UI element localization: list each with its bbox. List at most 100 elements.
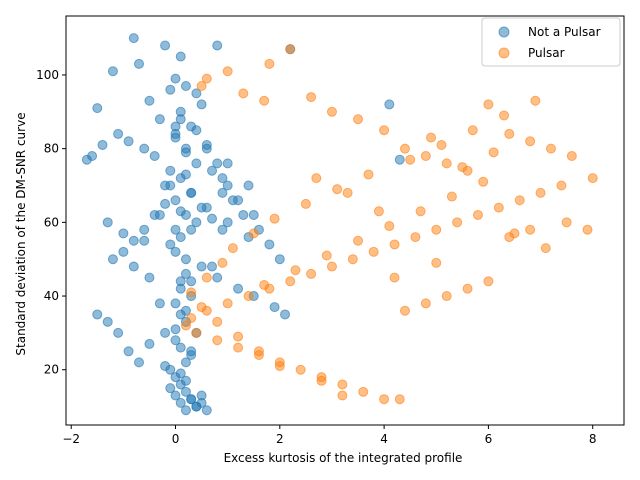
- point-pulsar: [530, 95, 541, 106]
- point-not-a-pulsar: [154, 298, 165, 309]
- point-pulsar: [462, 283, 473, 294]
- point-pulsar: [243, 291, 254, 302]
- point-not-a-pulsar: [118, 228, 129, 239]
- point-not-a-pulsar: [107, 254, 118, 265]
- point-pulsar: [337, 390, 348, 401]
- point-not-a-pulsar: [222, 158, 233, 169]
- point-not-a-pulsar: [170, 132, 181, 143]
- point-pulsar: [525, 224, 536, 235]
- point-not-a-pulsar: [180, 254, 191, 265]
- point-not-a-pulsar: [212, 40, 223, 51]
- point-pulsar: [483, 99, 494, 110]
- point-pulsar: [222, 298, 233, 309]
- point-pulsar: [379, 125, 390, 136]
- point-not-a-pulsar: [128, 33, 139, 44]
- y-tick-label: 40: [44, 289, 59, 303]
- point-not-a-pulsar: [186, 187, 197, 198]
- point-pulsar: [394, 394, 405, 405]
- point-pulsar: [300, 198, 311, 209]
- point-not-a-pulsar: [160, 40, 171, 51]
- point-not-a-pulsar: [222, 180, 233, 191]
- point-pulsar: [535, 187, 546, 198]
- y-tick-label: 20: [44, 363, 59, 377]
- point-pulsar: [488, 147, 499, 158]
- x-tick-label: 8: [589, 432, 597, 446]
- point-not-a-pulsar: [144, 95, 155, 106]
- point-not-a-pulsar: [170, 73, 181, 84]
- point-pulsar: [525, 136, 536, 147]
- point-pulsar: [499, 110, 510, 121]
- point-not-a-pulsar: [384, 99, 395, 110]
- legend: Not a Pulsar Pulsar: [481, 17, 621, 67]
- point-not-a-pulsar: [196, 202, 207, 213]
- point-not-a-pulsar: [144, 272, 155, 283]
- point-pulsar: [358, 386, 369, 397]
- point-pulsar: [452, 217, 463, 228]
- point-pulsar: [545, 143, 556, 154]
- point-not-a-pulsar: [123, 136, 134, 147]
- point-not-a-pulsar: [180, 405, 191, 416]
- point-not-a-pulsar: [217, 173, 228, 184]
- point-not-a-pulsar: [170, 298, 181, 309]
- point-pulsar: [233, 342, 244, 353]
- point-pulsar: [191, 327, 202, 338]
- point-pulsar: [441, 158, 452, 169]
- point-pulsar: [264, 58, 275, 69]
- point-pulsar: [415, 206, 426, 217]
- legend-marker-not-pulsar: [498, 26, 510, 38]
- point-not-a-pulsar: [134, 357, 145, 368]
- point-not-a-pulsar: [207, 165, 218, 176]
- point-not-a-pulsar: [186, 394, 197, 405]
- point-not-a-pulsar: [92, 309, 103, 320]
- point-not-a-pulsar: [233, 195, 244, 206]
- point-not-a-pulsar: [394, 154, 405, 165]
- point-pulsar: [389, 239, 400, 250]
- point-pulsar: [186, 313, 197, 324]
- point-pulsar: [504, 128, 515, 139]
- points-layer: [81, 33, 598, 416]
- point-pulsar: [467, 125, 478, 136]
- point-pulsar: [337, 379, 348, 390]
- x-tick-label: 6: [485, 432, 493, 446]
- x-tick-label: 2: [276, 432, 284, 446]
- point-not-a-pulsar: [248, 209, 259, 220]
- point-not-a-pulsar: [222, 217, 233, 228]
- point-pulsar: [196, 302, 207, 313]
- point-not-a-pulsar: [165, 383, 176, 394]
- legend-box: [481, 17, 621, 67]
- point-not-a-pulsar: [180, 143, 191, 154]
- point-not-a-pulsar: [180, 268, 191, 279]
- point-pulsar: [201, 73, 212, 84]
- point-pulsar: [561, 217, 572, 228]
- point-pulsar: [227, 243, 238, 254]
- point-pulsar: [566, 151, 577, 162]
- point-pulsar: [436, 139, 447, 150]
- point-not-a-pulsar: [186, 346, 197, 357]
- point-pulsar: [431, 224, 442, 235]
- y-tick-label: 60: [44, 215, 59, 229]
- axes-layer: [65, 15, 625, 426]
- point-not-a-pulsar: [175, 342, 186, 353]
- point-not-a-pulsar: [113, 128, 124, 139]
- point-pulsar: [556, 180, 567, 191]
- point-pulsar: [426, 132, 437, 143]
- point-pulsar: [509, 228, 520, 239]
- point-pulsar: [582, 224, 593, 235]
- point-pulsar: [446, 191, 457, 202]
- point-pulsar: [363, 169, 374, 180]
- point-pulsar: [248, 228, 259, 239]
- point-not-a-pulsar: [243, 180, 254, 191]
- point-pulsar: [222, 66, 233, 77]
- point-pulsar: [347, 254, 358, 265]
- point-not-a-pulsar: [180, 209, 191, 220]
- point-pulsar: [326, 106, 337, 117]
- x-axis-label: Excess kurtosis of the integrated profil…: [224, 451, 463, 465]
- point-pulsar: [326, 261, 337, 272]
- point-not-a-pulsar: [280, 309, 291, 320]
- point-pulsar: [587, 173, 598, 184]
- point-not-a-pulsar: [196, 99, 207, 110]
- point-not-a-pulsar: [170, 246, 181, 257]
- point-not-a-pulsar: [186, 276, 197, 287]
- point-pulsar: [321, 250, 332, 261]
- point-not-a-pulsar: [175, 397, 186, 408]
